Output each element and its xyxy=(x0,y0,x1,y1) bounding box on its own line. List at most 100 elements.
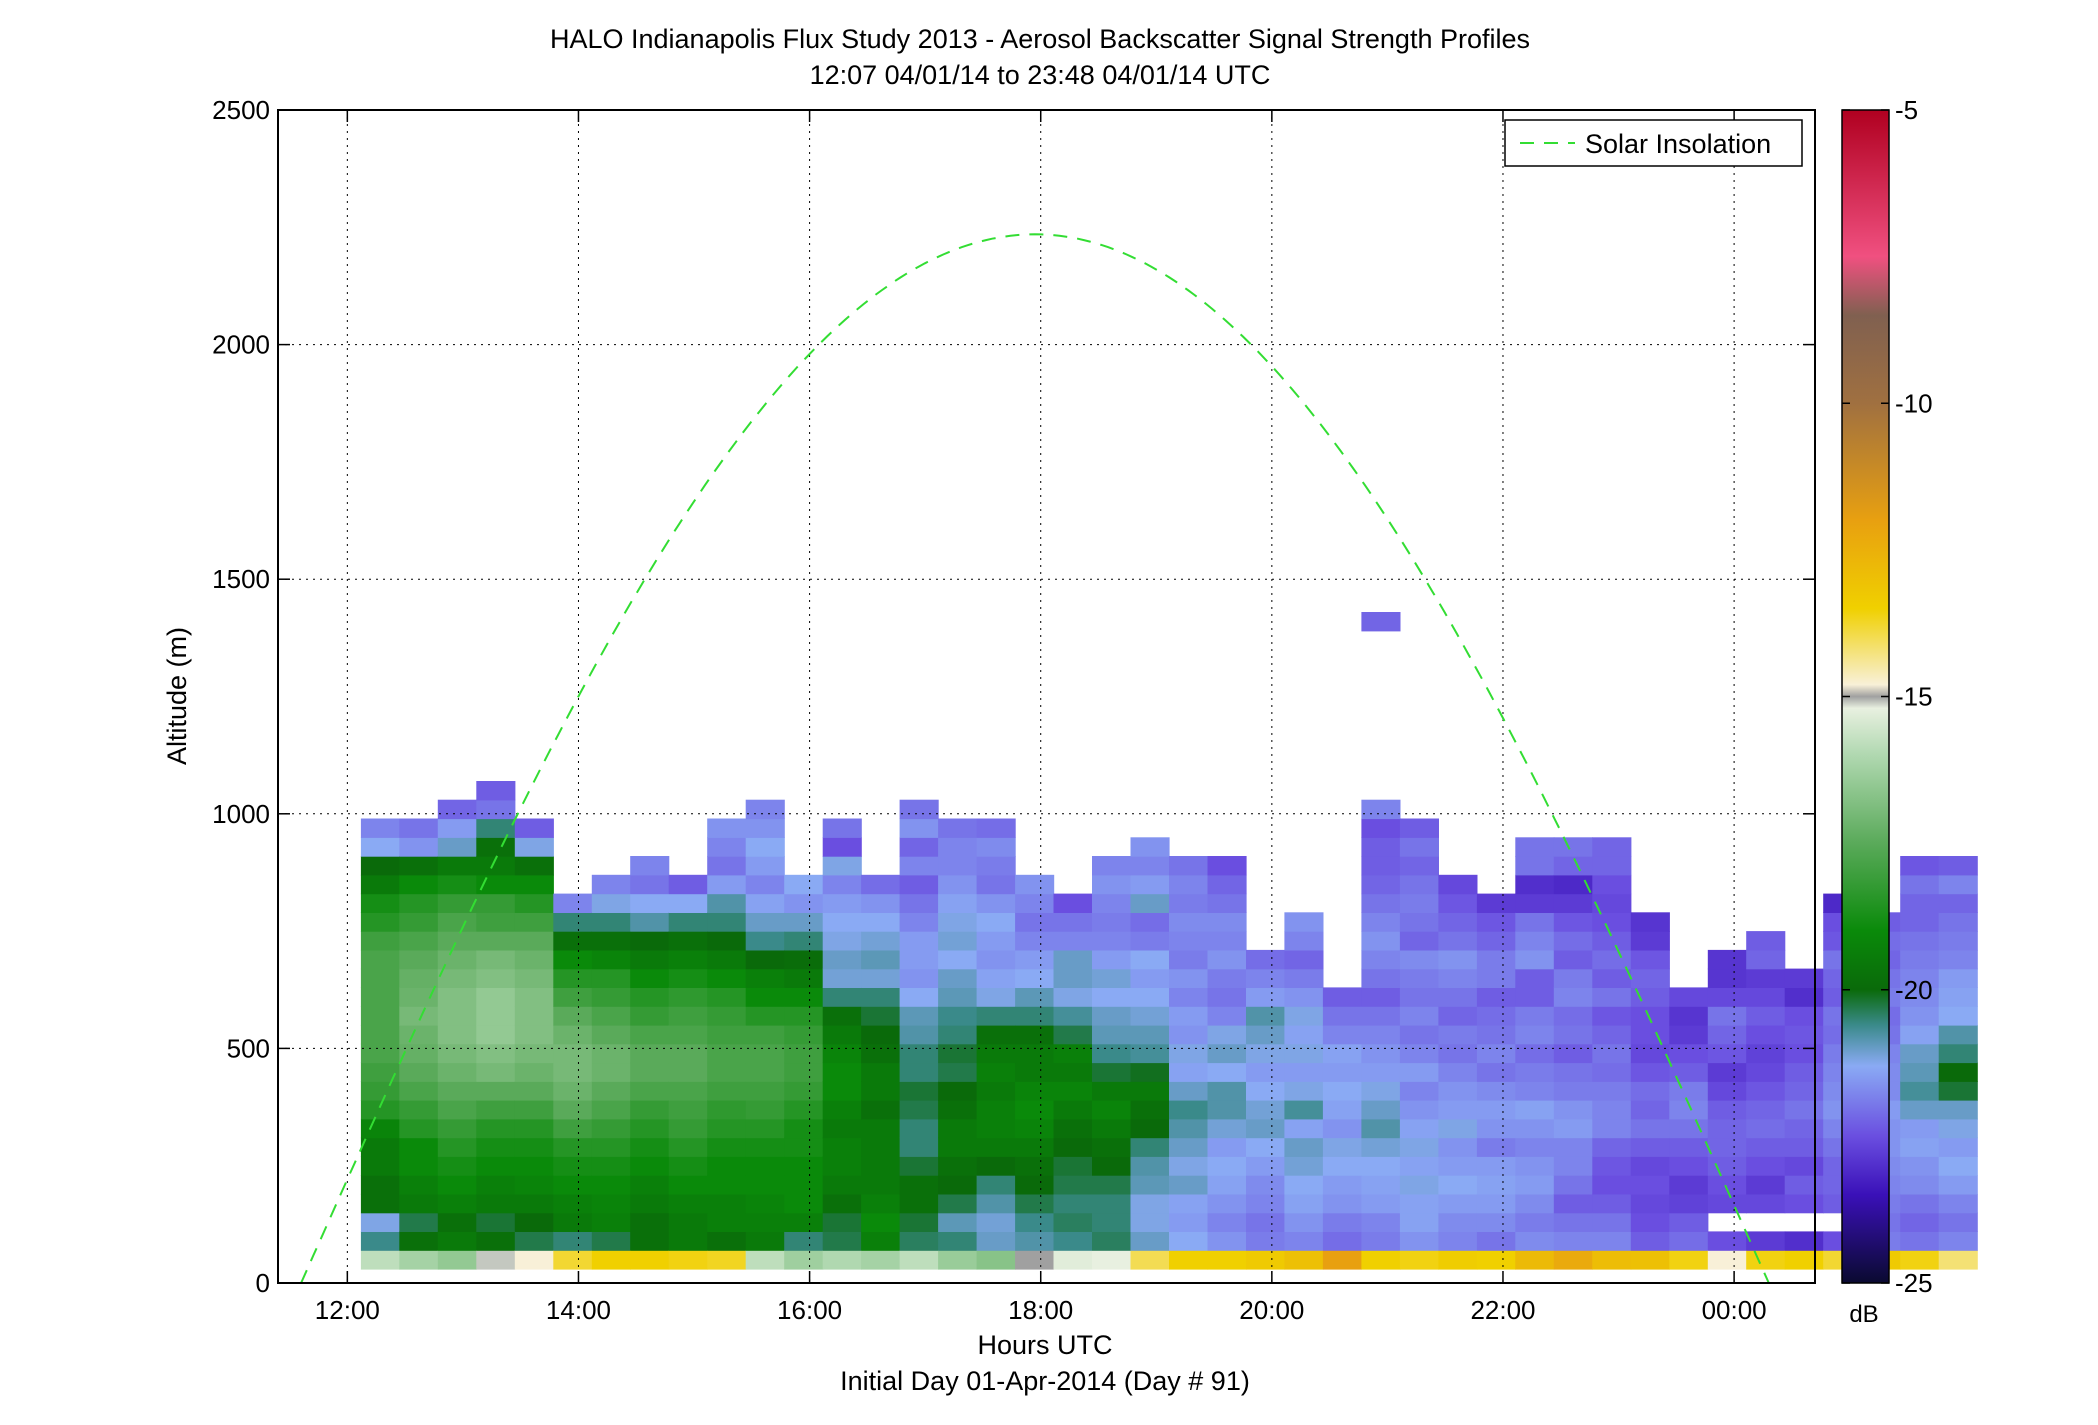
heatmap-cell xyxy=(1476,1062,1516,1082)
heatmap-cell xyxy=(1938,1043,1978,1064)
heatmap-cell xyxy=(1746,987,1786,1007)
heatmap-cell xyxy=(514,1100,554,1120)
heatmap-cell xyxy=(476,1212,516,1232)
heatmap-cell xyxy=(1938,1175,1978,1195)
heatmap-cell xyxy=(591,1024,631,1045)
heatmap-cell xyxy=(514,1156,554,1176)
heatmap-cell xyxy=(1130,1137,1170,1157)
heatmap-cell xyxy=(1553,1175,1593,1195)
heatmap-cell xyxy=(861,1212,901,1232)
heatmap-cell xyxy=(1900,987,1940,1007)
heatmap-cell xyxy=(899,912,939,932)
heatmap-cell xyxy=(707,931,747,951)
heatmap-cell xyxy=(822,1043,862,1064)
heatmap-cell xyxy=(1207,968,1247,988)
heatmap-cell xyxy=(1438,912,1478,932)
heatmap-cell xyxy=(784,1081,824,1101)
heatmap-cell xyxy=(1515,837,1555,857)
heatmap-cell xyxy=(822,1156,862,1176)
heatmap-cell xyxy=(553,1250,593,1270)
heatmap-cell xyxy=(476,931,516,951)
heatmap-cell xyxy=(1707,1043,1747,1064)
heatmap-cell xyxy=(1284,1081,1324,1101)
heatmap-cell xyxy=(630,1175,670,1195)
heatmap-cell xyxy=(1399,1137,1439,1157)
heatmap-cell xyxy=(1284,1250,1324,1270)
heatmap-cell xyxy=(707,1212,747,1232)
heatmap-cell xyxy=(1900,931,1940,951)
heatmap-cell xyxy=(938,818,978,838)
heatmap-cell xyxy=(976,1081,1016,1101)
heatmap-cell xyxy=(1592,1100,1632,1120)
heatmap-cell xyxy=(1053,1118,1093,1139)
heatmap-cell xyxy=(1784,1175,1824,1195)
heatmap-cell xyxy=(1669,987,1709,1007)
heatmap-cell xyxy=(360,987,400,1007)
heatmap-cell xyxy=(1784,1100,1824,1120)
heatmap-cell xyxy=(514,1212,554,1232)
heatmap-cell xyxy=(1476,1118,1516,1139)
heatmap-cell xyxy=(861,931,901,951)
heatmap-cell xyxy=(514,1043,554,1064)
heatmap-cell xyxy=(1553,837,1593,857)
heatmap-cell xyxy=(360,856,400,876)
heatmap-cell xyxy=(476,912,516,932)
heatmap-cell xyxy=(1361,799,1401,820)
heatmap-cell xyxy=(1592,893,1632,913)
heatmap-cell xyxy=(476,1137,516,1157)
heatmap-cell xyxy=(630,1156,670,1176)
heatmap-cell xyxy=(360,1043,400,1064)
heatmap-cell xyxy=(1553,968,1593,988)
heatmap-cell xyxy=(1015,1137,1055,1157)
heatmap-cell xyxy=(1669,1062,1709,1082)
heatmap-cell xyxy=(1553,1193,1593,1214)
heatmap-cell xyxy=(1246,949,1286,970)
heatmap-cell xyxy=(1515,1175,1555,1195)
heatmap-cell xyxy=(1361,1175,1401,1195)
heatmap-cell xyxy=(399,1250,439,1270)
heatmap-cell xyxy=(861,1231,901,1251)
heatmap-cell xyxy=(1746,1175,1786,1195)
heatmap-cell xyxy=(976,1043,1016,1064)
heatmap-cell xyxy=(1207,1081,1247,1101)
heatmap-cell xyxy=(976,1118,1016,1139)
heatmap-cell xyxy=(976,837,1016,857)
heatmap-cell xyxy=(745,1156,785,1176)
heatmap-cell xyxy=(822,893,862,913)
heatmap-cell xyxy=(861,1137,901,1157)
heatmap-cell xyxy=(399,987,439,1007)
heatmap-cell xyxy=(360,1006,400,1026)
legend: Solar Insolation xyxy=(1504,119,1803,167)
heatmap-cell xyxy=(437,1156,477,1176)
heatmap-cell xyxy=(476,893,516,913)
heatmap-cell xyxy=(1476,987,1516,1007)
heatmap-cell xyxy=(591,987,631,1007)
heatmap-cell xyxy=(630,1100,670,1120)
heatmap-cell xyxy=(1938,1212,1978,1232)
heatmap-cell xyxy=(1015,949,1055,970)
heatmap-cell xyxy=(1630,1043,1670,1064)
heatmap-cell xyxy=(976,874,1016,895)
heatmap-cell xyxy=(1246,1175,1286,1195)
heatmap-cell xyxy=(591,893,631,913)
heatmap-cell xyxy=(976,856,1016,876)
heatmap-cell xyxy=(1784,1118,1824,1139)
heatmap-cell xyxy=(1015,931,1055,951)
heatmap-cell xyxy=(630,856,670,876)
heatmap-cell xyxy=(1938,1118,1978,1139)
heatmap-cell xyxy=(1630,1156,1670,1176)
heatmap-cell xyxy=(1053,987,1093,1007)
heatmap-cell xyxy=(1322,1100,1362,1120)
heatmap-cell xyxy=(514,1062,554,1082)
heatmap-cell xyxy=(1553,1006,1593,1026)
heatmap-cell xyxy=(899,818,939,838)
heatmap-cell xyxy=(1938,893,1978,913)
heatmap-cell xyxy=(1246,1193,1286,1214)
heatmap-cell xyxy=(861,1062,901,1082)
heatmap-cell xyxy=(1592,1250,1632,1270)
heatmap-cell xyxy=(1284,1062,1324,1082)
heatmap-cell xyxy=(1707,1137,1747,1157)
y-tick-label: 0 xyxy=(256,1268,270,1298)
heatmap-cell xyxy=(976,912,1016,932)
heatmap-cell xyxy=(553,1137,593,1157)
